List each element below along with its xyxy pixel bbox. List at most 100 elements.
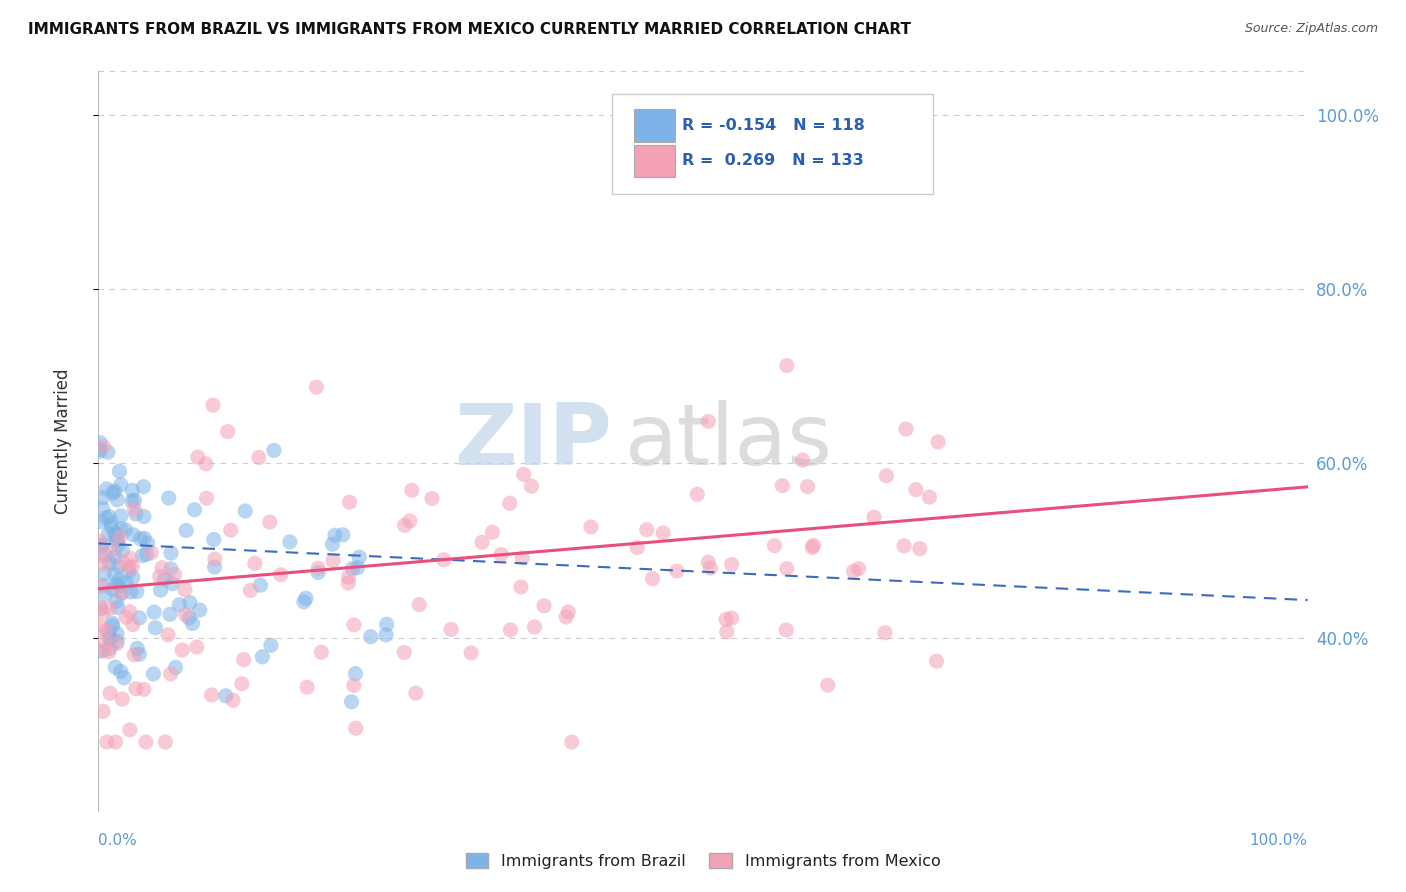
Point xyxy=(346,560,368,574)
Point xyxy=(90,602,112,616)
Point xyxy=(375,628,398,642)
Point xyxy=(555,610,578,624)
Point xyxy=(305,380,328,394)
Point xyxy=(200,688,222,702)
Point xyxy=(270,567,292,582)
Point xyxy=(194,457,217,471)
Point xyxy=(112,671,135,685)
Point xyxy=(90,579,112,593)
Point xyxy=(347,550,370,565)
Point xyxy=(520,479,543,493)
Point xyxy=(720,611,742,625)
Point xyxy=(105,492,128,507)
Point xyxy=(201,398,224,412)
Point xyxy=(89,444,111,458)
Point xyxy=(132,682,155,697)
Point xyxy=(699,561,721,575)
Point xyxy=(172,643,194,657)
Point xyxy=(217,425,239,439)
Point xyxy=(512,550,534,565)
Point xyxy=(399,514,422,528)
Point xyxy=(927,434,949,449)
Point xyxy=(848,561,870,575)
Text: R =  0.269   N = 133: R = 0.269 N = 133 xyxy=(682,153,865,169)
Point xyxy=(873,625,896,640)
Point xyxy=(157,628,180,642)
Point xyxy=(307,566,329,580)
Point xyxy=(91,538,114,552)
Point xyxy=(118,605,141,619)
Point xyxy=(792,453,814,467)
Point xyxy=(471,535,494,549)
Point xyxy=(163,567,186,582)
Point xyxy=(343,618,366,632)
Point xyxy=(142,667,165,681)
Point xyxy=(533,599,555,613)
Point xyxy=(893,539,915,553)
Point xyxy=(557,605,579,619)
Point xyxy=(162,576,184,591)
Point xyxy=(340,695,363,709)
FancyBboxPatch shape xyxy=(634,145,675,178)
Point xyxy=(135,735,157,749)
Point xyxy=(110,522,132,536)
Point xyxy=(803,538,825,552)
Point xyxy=(107,600,129,615)
Point xyxy=(93,440,115,454)
Point xyxy=(89,442,111,457)
Point xyxy=(259,515,281,529)
Point xyxy=(105,594,128,608)
Point xyxy=(132,509,155,524)
Point xyxy=(104,484,127,499)
Point xyxy=(499,496,522,510)
Point xyxy=(510,580,533,594)
Point xyxy=(186,640,208,654)
Point xyxy=(105,533,128,547)
Point xyxy=(392,645,415,659)
Point xyxy=(561,735,583,749)
Text: R = -0.154   N = 118: R = -0.154 N = 118 xyxy=(682,118,865,133)
Point xyxy=(332,528,354,542)
Point xyxy=(204,552,226,566)
Point xyxy=(295,591,318,606)
Point xyxy=(96,624,118,638)
Point xyxy=(160,562,183,576)
Point xyxy=(155,735,177,749)
Point xyxy=(93,579,115,593)
Point xyxy=(716,624,738,639)
Point xyxy=(93,633,115,648)
Point xyxy=(115,575,138,590)
Point xyxy=(263,443,285,458)
Point xyxy=(89,515,111,529)
Point xyxy=(714,612,737,626)
Point xyxy=(420,491,443,506)
Point xyxy=(697,414,720,428)
Point xyxy=(107,538,129,552)
Point xyxy=(97,645,120,659)
Point xyxy=(96,735,118,749)
Point xyxy=(91,705,114,719)
Point xyxy=(134,531,156,545)
Point xyxy=(188,603,211,617)
Point xyxy=(307,561,329,575)
Point xyxy=(111,555,134,569)
Point xyxy=(344,721,367,735)
Point xyxy=(94,549,117,563)
Point xyxy=(343,678,366,692)
Point xyxy=(90,644,112,658)
Point xyxy=(523,620,546,634)
Point xyxy=(440,623,463,637)
Point xyxy=(776,561,799,575)
Point xyxy=(337,570,360,584)
Point xyxy=(636,523,658,537)
Point xyxy=(93,566,115,581)
Point xyxy=(105,627,128,641)
Point xyxy=(697,555,720,569)
Point xyxy=(121,494,143,508)
Point xyxy=(98,632,121,646)
Point xyxy=(763,539,786,553)
Point xyxy=(174,524,197,538)
Point xyxy=(100,543,122,558)
Text: 0.0%: 0.0% xyxy=(98,833,138,848)
Point xyxy=(817,678,839,692)
